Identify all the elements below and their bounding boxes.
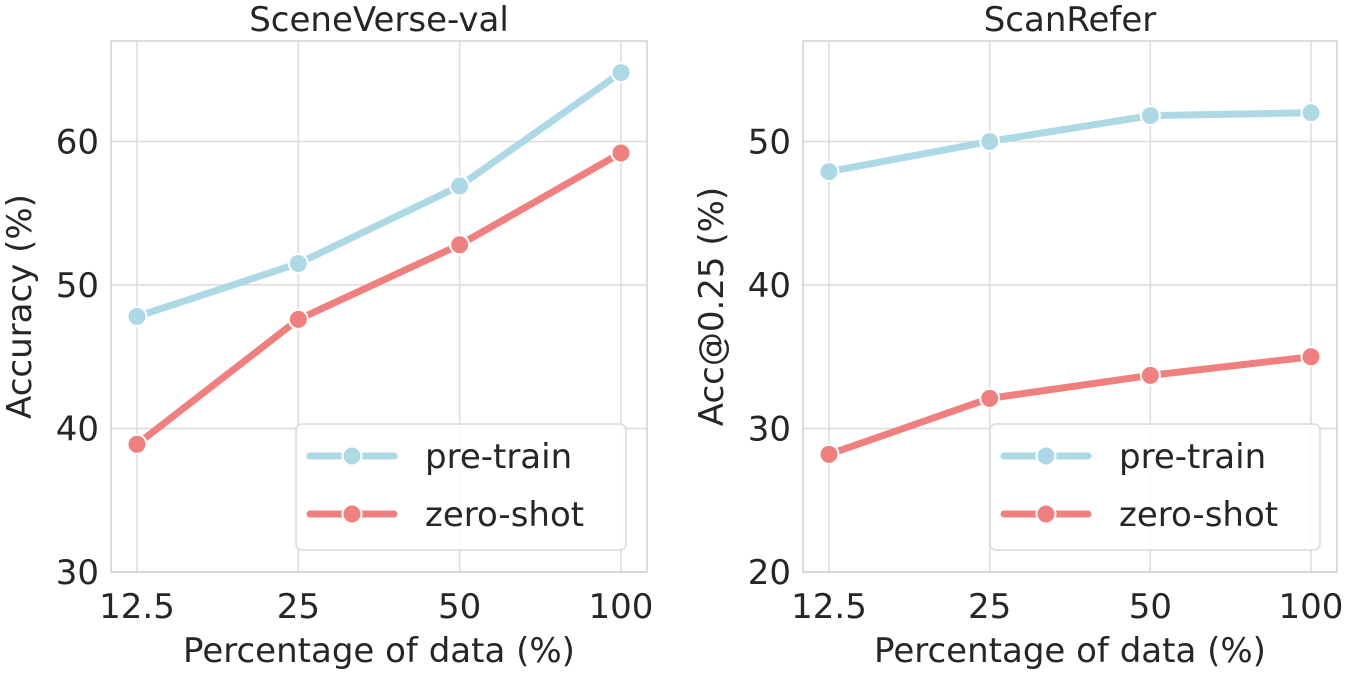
data-point xyxy=(1139,364,1161,386)
series-zero-shot xyxy=(818,346,1322,465)
data-point xyxy=(818,161,840,183)
y-tick-label: 30 xyxy=(56,553,99,593)
y-tick-label: 60 xyxy=(56,122,99,162)
plot-frame xyxy=(110,40,648,573)
series-line xyxy=(133,69,625,321)
chart-scanrefer: 12.5 25 50 100 20 30 40 50 ScanRefer Percentage o… xyxy=(692,0,1343,671)
y-tick-label: 30 xyxy=(748,409,791,449)
chart-title: SceneVerse-val xyxy=(249,0,509,40)
data-point xyxy=(449,234,471,256)
x-tick-label: 50 xyxy=(1129,587,1172,627)
y-axis-label: Acc@0.25 (%) xyxy=(692,187,732,426)
y-axis-label: Accuracy (%) xyxy=(0,194,40,419)
data-point xyxy=(818,443,840,465)
y-tick-label: 20 xyxy=(748,553,791,593)
data-point xyxy=(287,308,309,330)
data-point xyxy=(449,175,471,197)
plot-frame xyxy=(802,40,1338,573)
legend: pre-train zero-shot xyxy=(989,423,1321,551)
legend-swatch-marker xyxy=(1035,503,1057,525)
legend-label: zero-shot xyxy=(425,495,584,535)
x-tick-label: 12.5 xyxy=(791,587,867,627)
legend-swatch-marker xyxy=(341,445,363,467)
legend-label: pre-train xyxy=(425,437,572,477)
data-point xyxy=(610,62,632,84)
data-point xyxy=(1300,102,1322,124)
series-zero-shot xyxy=(126,142,632,455)
y-tick-label: 50 xyxy=(748,122,791,162)
legend-label: zero-shot xyxy=(1119,495,1278,535)
x-axis-label: Percentage of data (%) xyxy=(183,631,575,671)
x-tick-label: 12.5 xyxy=(99,587,175,627)
chart-sceneverse-val: 12.5 25 50 100 30 40 50 60 SceneVerse-val Percent… xyxy=(0,0,653,671)
data-point xyxy=(979,130,1001,152)
series-pre-train xyxy=(818,102,1322,183)
series-line xyxy=(825,353,1315,458)
y-tick-label: 40 xyxy=(748,266,791,306)
x-tick-label: 25 xyxy=(968,587,1011,627)
legend-swatch-marker xyxy=(1035,445,1057,467)
y-tick-label: 50 xyxy=(56,266,99,306)
data-point xyxy=(287,252,309,274)
x-tick-label: 100 xyxy=(1279,587,1344,627)
data-point xyxy=(1139,105,1161,127)
data-point xyxy=(126,433,148,455)
series-line xyxy=(133,149,625,448)
x-tick-label: 25 xyxy=(277,587,320,627)
legend: pre-train zero-shot xyxy=(295,423,627,551)
x-tick-label: 100 xyxy=(589,587,654,627)
chart-title: ScanRefer xyxy=(984,0,1157,40)
y-tick-label: 40 xyxy=(56,409,99,449)
legend-swatch-marker xyxy=(341,503,363,525)
data-point xyxy=(610,142,632,164)
series-line xyxy=(825,109,1315,176)
legend-label: pre-train xyxy=(1119,437,1266,477)
data-point xyxy=(979,387,1001,409)
series-pre-train xyxy=(126,62,632,328)
x-tick-label: 50 xyxy=(438,587,481,627)
x-axis-label: Percentage of data (%) xyxy=(874,631,1266,671)
data-point xyxy=(1300,346,1322,368)
data-point xyxy=(126,306,148,328)
